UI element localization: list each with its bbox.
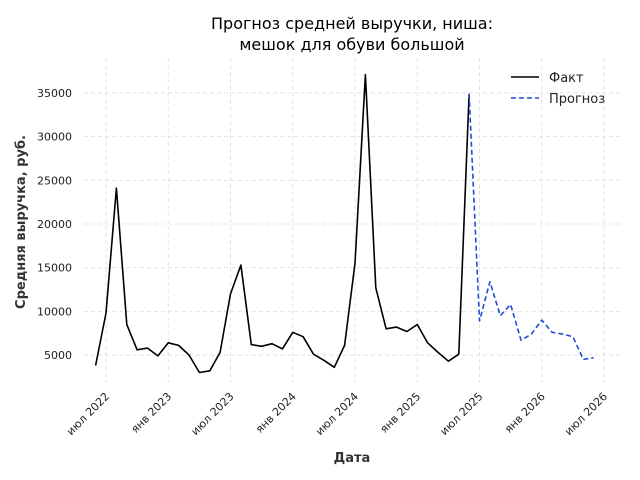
y-tick-label: 35000 (37, 87, 72, 100)
grid (84, 58, 622, 383)
legend-label-forecast: Прогноз (549, 92, 605, 107)
x-tick-label: янв 2024 (253, 390, 299, 436)
x-tick-label: июл 2024 (313, 390, 361, 438)
x-tick-label: июл 2023 (189, 390, 237, 438)
x-axis-ticks: июл 2022 янв 2023 июл 2023 янв 2024 июл 2024… (64, 390, 610, 438)
series-lines (94, 73, 594, 374)
x-tick-label: июл 2022 (64, 390, 112, 438)
y-axis-label: Средняя выручка, руб. (14, 135, 29, 309)
y-axis-ticks: 5000 10000 15000 20000 25000 30000 35000 (37, 87, 72, 362)
x-tick-label: июл 2025 (438, 390, 486, 438)
y-tick-label: 5000 (44, 349, 72, 362)
y-tick-label: 20000 (37, 218, 72, 231)
x-tick-label: июл 2026 (562, 390, 610, 438)
x-axis-label: Дата (334, 451, 371, 466)
y-tick-label: 10000 (37, 305, 72, 318)
y-tick-label: 30000 (37, 131, 72, 144)
chart-title-line-2: мешок для обуви большой (239, 35, 464, 54)
chart-title-line-1: Прогноз средней выручки, ниша: (211, 14, 493, 33)
y-tick-label: 25000 (37, 174, 72, 187)
x-tick-label: янв 2025 (378, 390, 424, 436)
series-line-fact (94, 73, 470, 374)
legend: Факт Прогноз (511, 71, 605, 107)
x-tick-label: янв 2023 (129, 390, 175, 436)
x-tick-label: янв 2026 (502, 390, 548, 436)
y-tick-label: 15000 (37, 262, 72, 275)
legend-label-fact: Факт (549, 71, 584, 86)
series-line-forecast (468, 93, 594, 361)
